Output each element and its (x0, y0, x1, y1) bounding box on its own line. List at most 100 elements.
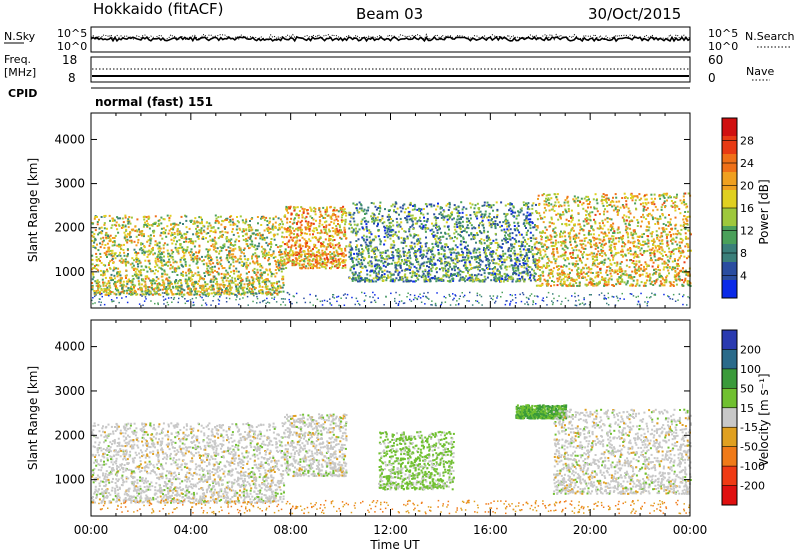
echo-cell (146, 250, 149, 253)
echo-cell (332, 259, 335, 262)
echo-cell (264, 271, 266, 274)
echo-cell (162, 247, 165, 250)
echo-cell (364, 220, 367, 223)
echo-cell (524, 260, 527, 263)
echo-cell (260, 250, 263, 253)
echo-cell (291, 264, 294, 267)
echo-cell (584, 218, 587, 221)
echo-cell (308, 255, 311, 258)
echo-cell (216, 280, 218, 283)
echo-cell (401, 276, 404, 278)
echo-cell (210, 268, 213, 271)
echo-cell (661, 213, 664, 215)
echo-cell (296, 254, 299, 256)
echo-cell (503, 259, 506, 262)
echo-cell (464, 267, 467, 269)
echo-cell (344, 231, 347, 234)
echo-cell (490, 255, 493, 258)
echo-cell (526, 214, 528, 217)
echo-cell (156, 225, 159, 227)
echo-cell (470, 256, 473, 258)
echo-cell (232, 244, 235, 247)
echo-cell (212, 280, 215, 283)
echo-cell (163, 218, 166, 221)
echo-cell (226, 231, 229, 234)
echo-cell (304, 220, 307, 223)
echo-cell (325, 264, 328, 267)
echo-cell (296, 239, 299, 242)
echo-cell (261, 234, 264, 237)
echo-cell (278, 228, 281, 231)
echo-cell (272, 252, 275, 255)
echo-cell (426, 219, 429, 222)
echo-cell (169, 281, 172, 284)
echo-cell (137, 238, 140, 241)
echo-cell (427, 260, 430, 263)
echo-cell (467, 254, 470, 257)
echo-cell (530, 247, 533, 250)
echo-cell (256, 275, 259, 278)
echo-cell (263, 250, 266, 253)
echo-cell (363, 228, 365, 231)
echo-cell (363, 217, 366, 220)
echo-cell (150, 282, 153, 284)
echo-cell (545, 194, 548, 197)
echo-cell (389, 237, 392, 240)
echo-cell (453, 257, 456, 260)
echo-cell (261, 290, 264, 293)
echo-cell (392, 273, 395, 276)
nsky-trace (90, 35, 691, 43)
echo-cell (445, 221, 448, 224)
echo-cell (242, 289, 245, 292)
echo-cell (180, 284, 183, 287)
echo-cell (671, 205, 674, 208)
echo-cell (157, 260, 160, 263)
echo-cell (431, 247, 434, 250)
echo-cell (348, 251, 351, 254)
echo-cell (322, 243, 324, 246)
echo-cell (475, 265, 478, 268)
echo-cell (397, 248, 400, 250)
echo-cell (387, 233, 390, 236)
echo-cell (494, 241, 497, 244)
echo-cell (146, 289, 149, 292)
echo-cell (239, 215, 242, 218)
echo-cell (520, 245, 523, 248)
echo-cell (134, 229, 137, 232)
echo-cell (390, 205, 393, 208)
echo-cell (332, 209, 335, 211)
echo-cell (200, 229, 203, 232)
echo-cell (108, 293, 111, 296)
echo-cell (125, 228, 128, 231)
echo-cell (483, 280, 486, 283)
echo-cell (484, 278, 487, 281)
echo-cell (157, 288, 160, 291)
echo-cell (464, 245, 467, 248)
echo-cell (167, 252, 170, 255)
echo-cell (193, 293, 196, 296)
echo-cell (172, 222, 175, 225)
echo-cell (219, 246, 222, 248)
echo-cell (117, 217, 120, 220)
echo-cell (116, 272, 118, 275)
echo-cell (402, 242, 405, 244)
echo-cell (377, 223, 379, 226)
echo-cell (684, 269, 687, 272)
echo-cell (479, 256, 481, 258)
echo-cell (536, 279, 539, 281)
echo-cell (259, 263, 262, 266)
echo-cell (256, 261, 259, 264)
echo-cell (111, 224, 114, 227)
echo-cell (208, 248, 211, 251)
echo-cell (146, 222, 149, 225)
echo-cell (313, 243, 316, 246)
echo-cell (395, 277, 398, 280)
echo-cell (341, 260, 343, 263)
echo-cell (474, 204, 477, 207)
echo-cell (116, 271, 119, 274)
echo-cell (453, 232, 456, 235)
echo-cell (487, 260, 490, 263)
echo-cell (292, 260, 295, 263)
echo-cell (478, 269, 481, 272)
